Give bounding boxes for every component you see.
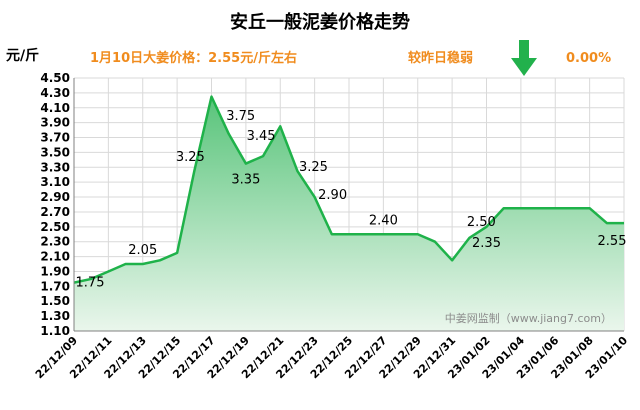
y-tick-label: 1.30 [40, 309, 70, 323]
change-percent: 0.00% [566, 51, 611, 66]
y-tick-label: 2.50 [40, 220, 70, 234]
y-tick-label: 1.90 [40, 264, 70, 278]
y-tick-label: 2.70 [40, 205, 70, 219]
data-label: 2.50 [467, 215, 496, 230]
data-labels: 1.75 2.05 3.25 3.75 3.35 3.45 3.25 2.90 2.40 2.50… [76, 109, 627, 291]
y-axis-unit: 元/斤 [6, 47, 39, 64]
y-tick-label: 4.30 [40, 86, 70, 100]
y-tick-label: 1.70 [40, 279, 70, 293]
watermark: 中姜网监制（www.jiang7.com） [445, 311, 612, 325]
data-label: 3.45 [247, 129, 276, 144]
data-label: 2.40 [369, 213, 398, 228]
data-label: 2.55 [598, 234, 627, 249]
data-label: 2.35 [472, 236, 501, 251]
price-note: 1月10日大姜价格：2.55元/斤左右 [90, 50, 297, 66]
y-tick-labels: 1.101.301.501.701.902.102.302.502.702.90… [40, 71, 70, 338]
y-tick-label: 3.50 [40, 145, 70, 159]
y-tick-label: 1.50 [40, 294, 70, 308]
y-tick-label: 3.30 [40, 160, 70, 174]
axes [73, 78, 624, 332]
down-arrow-icon [511, 40, 537, 76]
data-label: 3.25 [176, 150, 205, 165]
y-tick-label: 4.50 [40, 71, 70, 85]
y-tick-label: 3.90 [40, 116, 70, 130]
data-label: 3.35 [231, 173, 260, 188]
y-tick-label: 2.30 [40, 235, 70, 249]
data-label: 2.90 [318, 188, 347, 203]
chart-title: 安丘一般泥姜价格走势 [230, 11, 410, 33]
data-label: 2.05 [128, 243, 157, 258]
price-area [74, 96, 624, 332]
data-label: 1.75 [76, 276, 105, 291]
y-tick-label: 1.10 [40, 324, 70, 338]
x-tick-labels: 22/12/0922/12/1122/12/1322/12/1522/12/17… [33, 334, 631, 382]
data-label: 3.75 [226, 109, 255, 124]
y-tick-label: 4.10 [40, 101, 70, 115]
y-tick-label: 2.10 [40, 250, 70, 264]
y-tick-label: 3.10 [40, 175, 70, 189]
trend-text: 较昨日稳弱 [408, 50, 473, 66]
y-tick-label: 3.70 [40, 131, 70, 145]
data-label: 3.25 [299, 160, 328, 175]
y-tick-label: 2.90 [40, 190, 70, 204]
area-layer [73, 95, 625, 332]
